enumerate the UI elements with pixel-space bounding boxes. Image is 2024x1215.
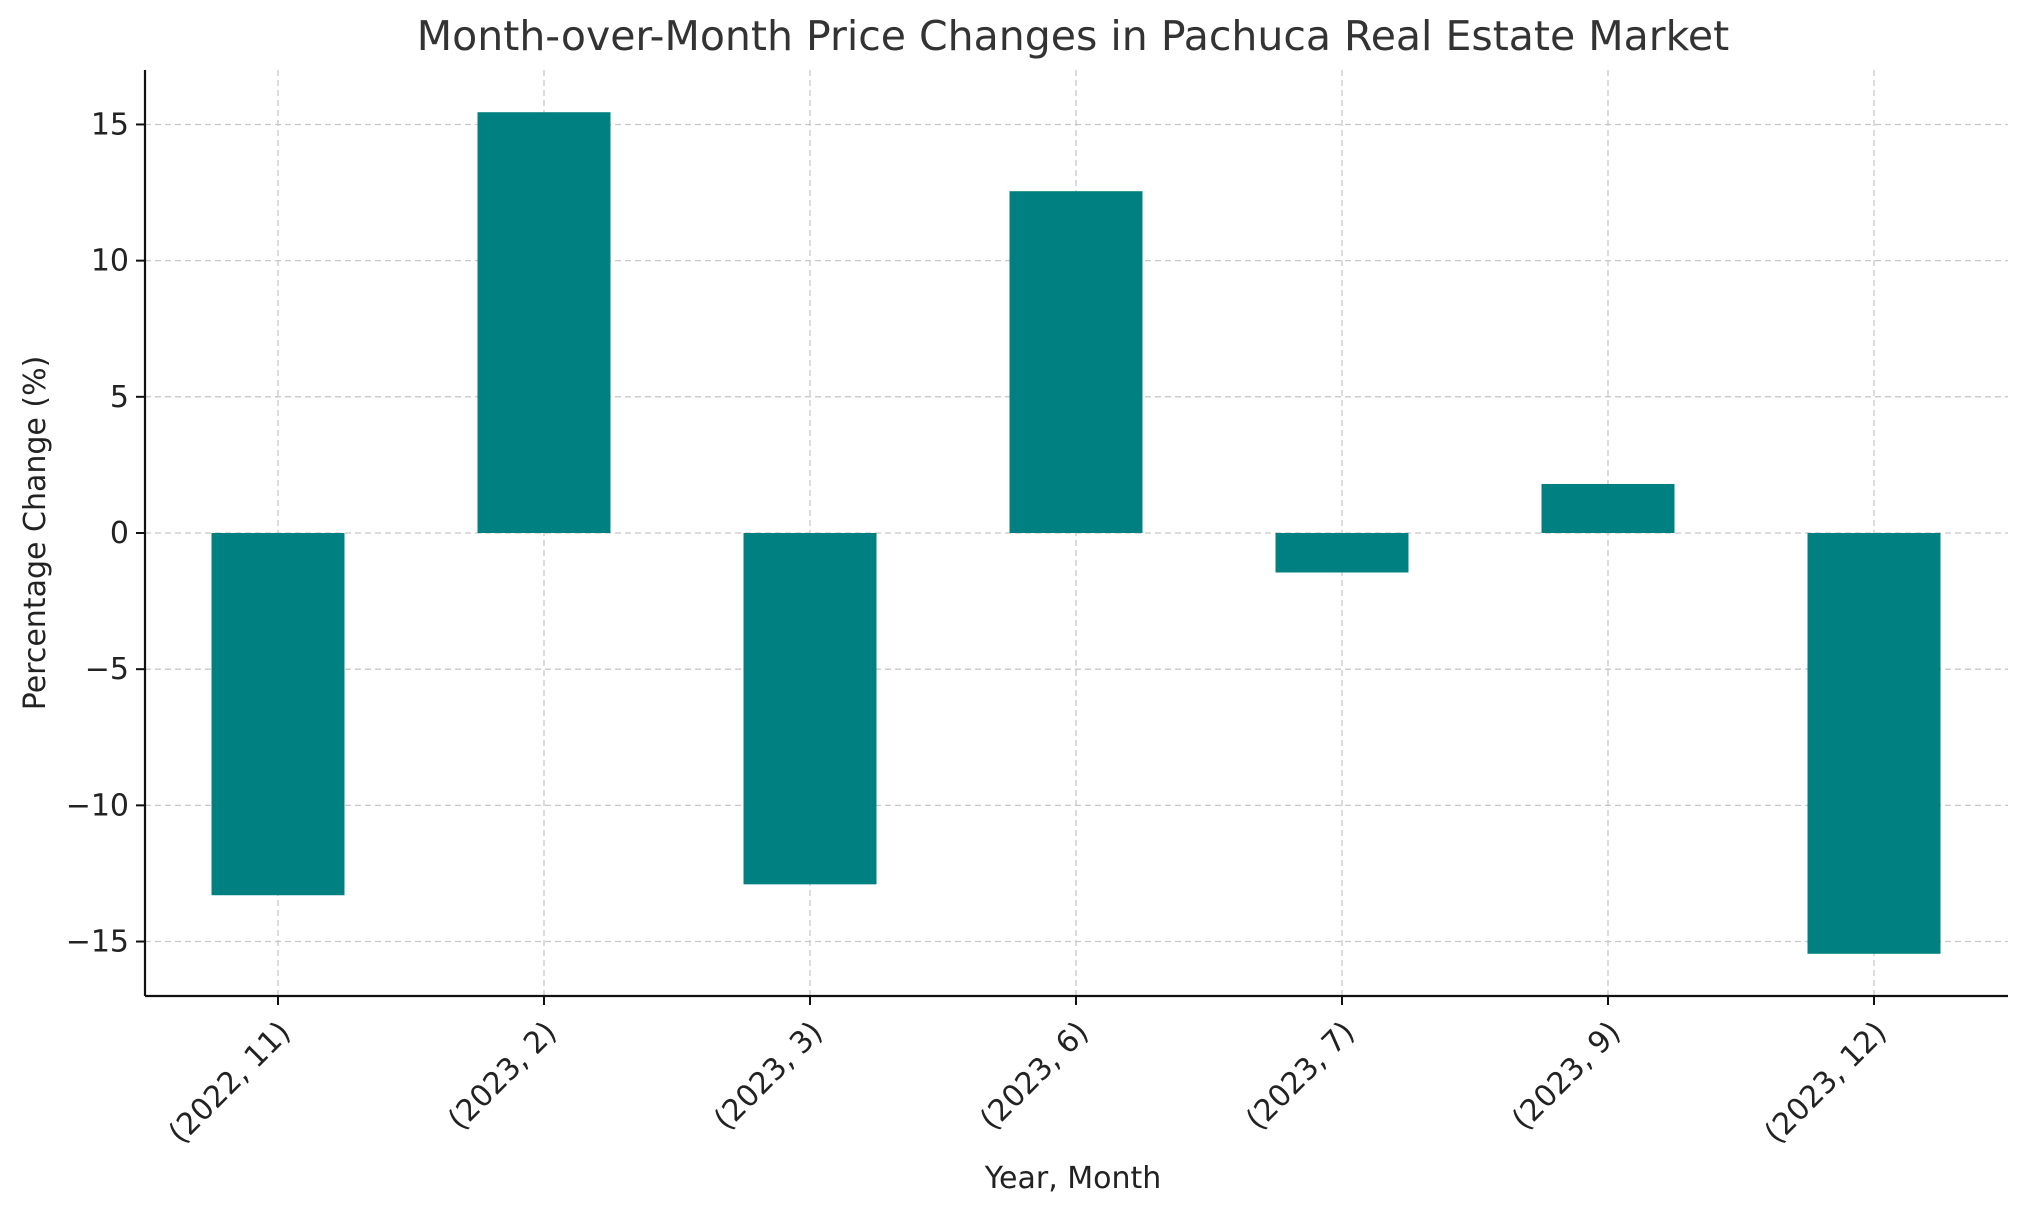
bar	[477, 112, 611, 533]
x-tick-label: (2023, 7)	[1239, 1015, 1361, 1137]
y-tick-label: −5	[85, 652, 129, 687]
bar	[743, 533, 877, 885]
bar	[1807, 533, 1941, 954]
y-tick-label: −15	[66, 925, 129, 960]
y-tick-label: 15	[91, 107, 129, 142]
y-ticks: −15 −10 −5 0 5 10 15	[66, 107, 145, 960]
chart-title: Month-over-Month Price Changes in Pachuc…	[417, 12, 1729, 60]
x-tick-label: (2022, 11)	[162, 1015, 298, 1151]
bar	[211, 533, 345, 896]
x-tick-label: (2023, 12)	[1758, 1015, 1894, 1151]
x-tick-label: (2023, 9)	[1505, 1015, 1627, 1137]
x-tick-label: (2023, 2)	[441, 1015, 563, 1137]
bar	[1009, 191, 1143, 533]
y-tick-label: 0	[110, 516, 129, 551]
x-ticks: (2022, 11) (2023, 2) (2023, 3) (2023, 6) (20…	[162, 996, 1894, 1151]
bar	[1275, 533, 1409, 573]
bars	[211, 112, 1941, 954]
y-tick-label: −10	[66, 788, 129, 823]
x-tick-label: (2023, 3)	[707, 1015, 829, 1137]
y-tick-label: 10	[91, 244, 129, 279]
x-tick-label: (2023, 6)	[973, 1015, 1095, 1137]
y-tick-label: 5	[110, 380, 129, 415]
bar	[1541, 483, 1675, 533]
x-axis-label: Year, Month	[984, 1161, 1162, 1196]
y-axis-label: Percentage Change (%)	[18, 356, 53, 711]
